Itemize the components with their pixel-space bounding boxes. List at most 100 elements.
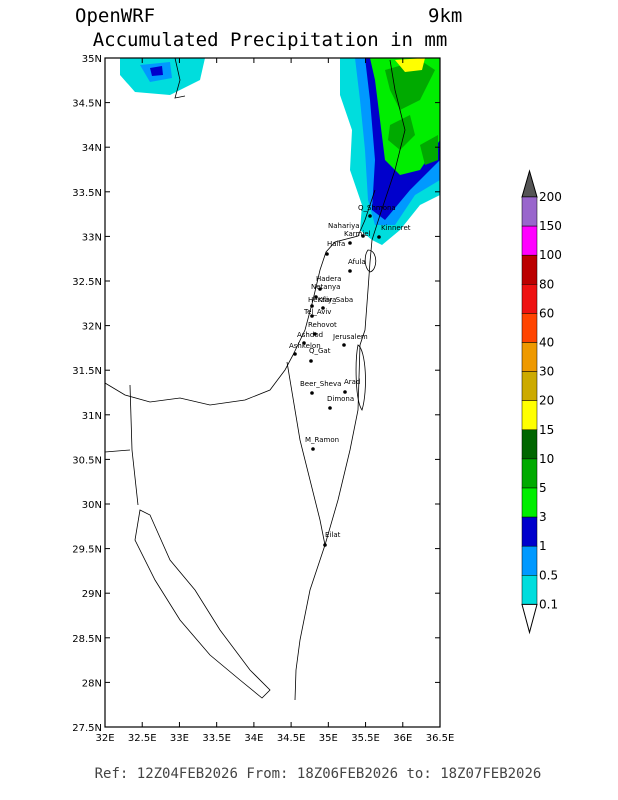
lat-tick-label: 33N — [82, 232, 102, 243]
colorbar-label: 30 — [539, 365, 554, 379]
city-dot — [311, 447, 315, 451]
resolution-label: 9km — [428, 5, 462, 27]
city-label: Jerusalem — [332, 333, 368, 341]
city-dot — [348, 241, 352, 245]
city-dot — [313, 332, 317, 336]
lon-tick-label: 34.5E — [277, 733, 306, 744]
colorbar: 200 150 100 80 60 40 30 20 15 10 5 3 1 0.5 0.1 — [521, 169, 562, 635]
city-label: Tel_Aviv — [303, 308, 331, 316]
city-dot — [302, 341, 306, 345]
colorbar-label: 20 — [539, 394, 554, 408]
colorbar-label: 0.5 — [539, 568, 558, 582]
colorbar-label: 10 — [539, 452, 554, 466]
lon-tick-label: 34E — [244, 733, 263, 744]
city-dot — [325, 252, 329, 256]
colorbar-under — [521, 603, 538, 635]
lat-tick-label: 34N — [82, 143, 102, 154]
city-dot — [342, 343, 346, 347]
lat-tick-label: 34.5N — [72, 99, 102, 110]
colorbar-box — [521, 196, 538, 227]
city-dot — [361, 234, 365, 238]
lon-tick-label: 36.5E — [426, 733, 455, 744]
lon-tick-label: 35.5E — [351, 733, 380, 744]
lat-tick-label: 31N — [82, 411, 102, 422]
title: Accumulated Precipitation in mm — [93, 29, 448, 51]
lat-tick-label: 33.5N — [72, 188, 102, 199]
colorbar-label: 150 — [539, 219, 562, 233]
colorbar-box — [521, 284, 538, 314]
city-dot — [343, 390, 347, 394]
lat-tick-label: 27.5N — [72, 723, 102, 734]
city-label: Ashkelon — [289, 342, 321, 350]
lat-tick-label: 28.5N — [72, 634, 102, 645]
colorbar-label: 1 — [539, 539, 547, 553]
city-dot — [368, 214, 372, 218]
colorbar-box — [521, 575, 538, 605]
coastline — [104, 57, 406, 701]
city-label: Karmiel — [344, 230, 371, 238]
city-label: Dimona — [327, 395, 354, 403]
city-dot — [310, 391, 314, 395]
lat-tick-label: 29.5N — [72, 545, 102, 556]
city-dot — [318, 287, 322, 291]
city-label: M_Ramon — [305, 436, 339, 444]
map-frame — [104, 57, 441, 728]
city-dot — [323, 543, 327, 547]
colorbar-label: 60 — [539, 306, 554, 320]
colorbar-box — [521, 429, 538, 460]
colorbar-box — [521, 225, 538, 256]
city-label: Kinneret — [381, 224, 411, 232]
city-label: Afula — [348, 258, 366, 266]
lon-tick-label: 36E — [393, 733, 412, 744]
colorbar-label: 0.1 — [539, 597, 558, 611]
city-label: Netanya — [311, 283, 340, 291]
lat-tick-label: 32N — [82, 322, 102, 333]
lat-tick-label: 30N — [82, 500, 102, 511]
colorbar-label: 40 — [539, 336, 554, 350]
colorbar-box — [521, 313, 538, 343]
city-label: Nahariya — [328, 222, 360, 230]
city-label: Q_Shmona — [358, 204, 396, 212]
city-dot — [310, 314, 314, 318]
precipitation — [120, 58, 440, 245]
colorbar-box — [521, 254, 538, 285]
colorbar-box — [521, 516, 538, 547]
colorbar-over — [521, 169, 538, 198]
lon-tick-label: 32.5E — [128, 733, 157, 744]
footer: Ref: 12Z04FEB2026 From: 18Z06FEB2026 to:… — [95, 766, 542, 782]
model-label: OpenWRF — [75, 5, 155, 27]
city-label: Ashdod — [297, 331, 323, 339]
lat-tick-label: 35N — [82, 54, 102, 65]
colorbar-box — [521, 545, 538, 576]
city-label: Hadera — [316, 275, 341, 283]
colorbar-label: 80 — [539, 277, 554, 291]
colorbar-box — [521, 458, 538, 489]
city-dot — [314, 295, 318, 299]
city-dot — [321, 306, 325, 310]
city-label: Haifa — [327, 240, 345, 248]
colorbar-label: 5 — [539, 481, 547, 495]
city-label: Eilat — [325, 531, 341, 539]
colorbar-label: 100 — [539, 248, 562, 262]
lat-tick-label: 31.5N — [72, 366, 102, 377]
colorbar-box — [521, 487, 538, 518]
lon-tick-label: 35E — [319, 733, 338, 744]
lat-tick-label: 30.5N — [72, 455, 102, 466]
lon-tick-label: 33.5E — [202, 733, 231, 744]
city-dot — [348, 269, 352, 273]
colorbar-box — [521, 371, 538, 401]
city-dot — [328, 406, 332, 410]
lat-tick-label: 32.5N — [72, 277, 102, 288]
lat-tick-label: 28N — [82, 678, 102, 689]
colorbar-label: 3 — [539, 510, 547, 524]
lon-tick-label: 33E — [170, 733, 189, 744]
city-label: Arad — [344, 378, 360, 386]
city-label: Rehovot — [308, 321, 337, 329]
city-label: Herzliya — [308, 296, 336, 304]
colorbar-label: 200 — [539, 190, 562, 204]
colorbar-label: 15 — [539, 423, 554, 437]
city-dot — [309, 359, 313, 363]
lat-tick-label: 29N — [82, 589, 102, 600]
